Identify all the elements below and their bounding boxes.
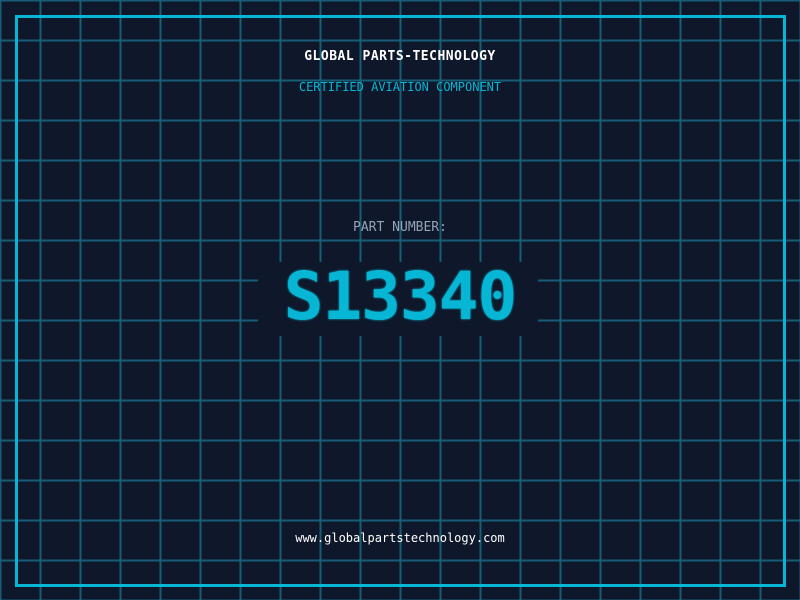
company-title: GLOBAL PARTS-TECHNOLOGY [304, 49, 496, 64]
part-number-panel [258, 262, 538, 336]
part-number-value: S13340 [283, 258, 517, 335]
website-url: www.globalpartstechnology.com [295, 531, 505, 545]
certification-subtitle: CERTIFIED AVIATION COMPONENT [298, 80, 502, 94]
part-number-label: PART NUMBER: [353, 220, 447, 235]
border-frame [15, 15, 786, 587]
